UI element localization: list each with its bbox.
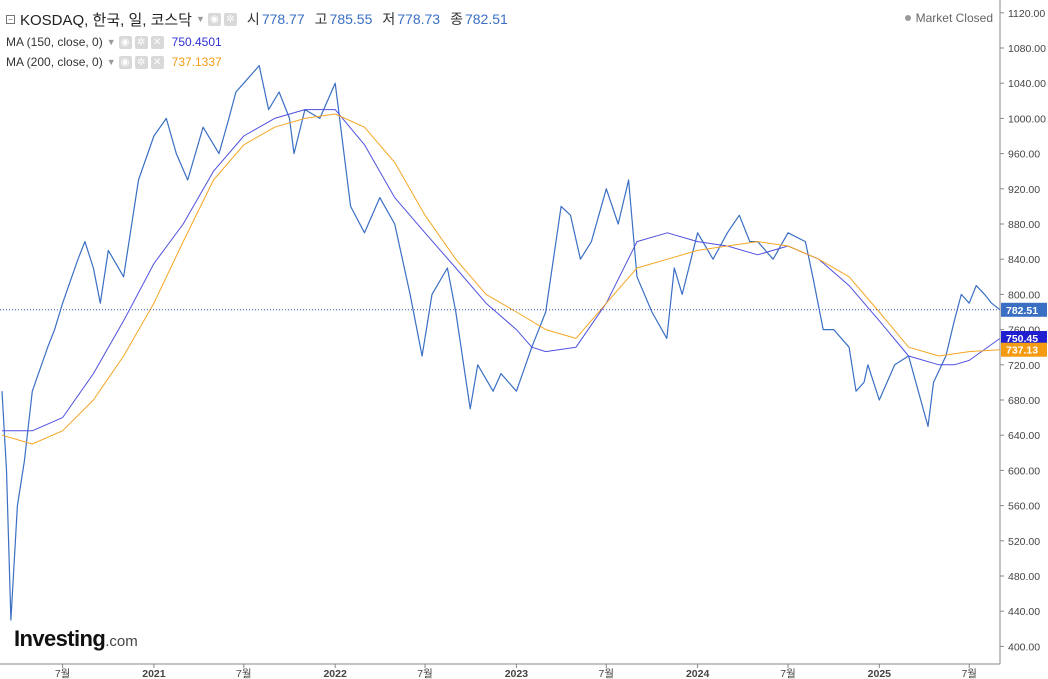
chart-series-layer bbox=[0, 64, 1001, 621]
logo-text: Investing bbox=[14, 626, 106, 651]
y-tick-label: 720.00 bbox=[1008, 360, 1040, 372]
y-tick-label: 1080.00 bbox=[1008, 43, 1046, 55]
low-value: 778.73 bbox=[397, 11, 441, 27]
y-tick-label: 600.00 bbox=[1008, 465, 1040, 477]
chevron-down-icon[interactable]: ▼ bbox=[106, 57, 116, 67]
market-status: Market Closed bbox=[904, 11, 993, 25]
x-tick-label: 7월 bbox=[417, 668, 433, 679]
chevron-down-icon[interactable]: ▼ bbox=[106, 37, 116, 47]
x-tick-label: 7월 bbox=[780, 668, 796, 679]
close-label: 종 bbox=[450, 11, 463, 27]
x-tick-label: 7월 bbox=[961, 668, 977, 679]
x-tick-label: 2022 bbox=[323, 668, 347, 679]
ma150-legend-row: MA (150, close, 0) ▼ ◉ ✲ ✕ 750.4501 bbox=[6, 33, 222, 51]
y-tick-label: 880.00 bbox=[1008, 219, 1040, 231]
open-value: 778.77 bbox=[261, 11, 305, 27]
investing-logo: Investing.com bbox=[14, 626, 138, 652]
close-icon[interactable]: ✕ bbox=[150, 35, 164, 49]
market-status-text: Market Closed bbox=[915, 11, 993, 25]
x-tick-label: 2023 bbox=[505, 668, 529, 679]
y-tick-label: 560.00 bbox=[1008, 501, 1040, 513]
y-tick-label: 400.00 bbox=[1008, 641, 1040, 653]
ma200-legend-row: MA (200, close, 0) ▼ ◉ ✲ ✕ 737.1337 bbox=[6, 53, 222, 71]
ma200-badge bbox=[1001, 342, 1047, 357]
y-tick-label: 960.00 bbox=[1008, 149, 1040, 161]
eye-icon[interactable]: ◉ bbox=[118, 55, 132, 69]
x-tick-label: 7월 bbox=[236, 668, 252, 679]
y-tick-label: 440.00 bbox=[1008, 606, 1040, 618]
ma150-value: 750.4501 bbox=[171, 35, 222, 49]
ma150-badge-label: 750.45 bbox=[1006, 333, 1038, 345]
close-icon[interactable]: ✕ bbox=[150, 55, 164, 69]
open-label: 시 bbox=[246, 11, 260, 27]
ma200-label: MA (200, close, 0) bbox=[6, 55, 103, 69]
ma150-label: MA (150, close, 0) bbox=[6, 35, 103, 49]
chevron-down-icon[interactable]: ▼ bbox=[196, 14, 205, 24]
y-tick-label: 840.00 bbox=[1008, 254, 1040, 266]
gear-icon[interactable]: ✲ bbox=[134, 35, 148, 49]
x-tick-label: 2025 bbox=[868, 668, 892, 679]
ma200-value: 737.1337 bbox=[171, 55, 222, 69]
status-dot-icon bbox=[904, 15, 911, 21]
low-label: 저 bbox=[382, 11, 396, 27]
y-tick-label: 920.00 bbox=[1008, 184, 1040, 196]
gear-icon[interactable]: ✲ bbox=[223, 12, 237, 26]
y-tick-label: 1040.00 bbox=[1008, 78, 1046, 90]
high-value: 785.55 bbox=[329, 11, 373, 27]
gear-icon[interactable]: ✲ bbox=[134, 55, 148, 69]
y-tick-label: 680.00 bbox=[1008, 395, 1040, 407]
ma150-line bbox=[2, 109, 1001, 432]
eye-icon[interactable]: ◉ bbox=[207, 12, 221, 26]
ma200-badge-label: 737.13 bbox=[1006, 345, 1038, 357]
logo-suffix: .com bbox=[105, 633, 138, 650]
last-price-badge bbox=[1001, 302, 1047, 317]
eye-icon[interactable]: ◉ bbox=[118, 35, 132, 49]
price-line bbox=[1, 64, 1001, 621]
y-tick-label: 640.00 bbox=[1008, 430, 1040, 442]
y-tick-label: 1000.00 bbox=[1008, 113, 1046, 125]
ma200-line bbox=[1, 113, 1001, 445]
symbol-title: KOSDAQ, 한국, 일, 코스닥 bbox=[20, 11, 192, 29]
collapse-legend-icon[interactable]: − bbox=[6, 14, 15, 24]
last-price-badge-label: 782.51 bbox=[1006, 305, 1038, 317]
x-tick-label: 2021 bbox=[142, 668, 166, 679]
y-tick-label: 480.00 bbox=[1008, 571, 1040, 583]
ma150-badge bbox=[1001, 331, 1047, 346]
y-tick-label: 520.00 bbox=[1008, 536, 1040, 548]
main-legend-row: − KOSDAQ, 한국, 일, 코스닥 ▼ ◉ ✲ 시 778.77 고 78… bbox=[6, 10, 508, 29]
y-tick-label: 1120.00 bbox=[1008, 8, 1045, 20]
close-value: 782.51 bbox=[464, 11, 508, 27]
x-tick-label: 7월 bbox=[599, 668, 615, 679]
x-tick-label: 7월 bbox=[55, 668, 71, 679]
high-label: 고 bbox=[314, 11, 328, 27]
y-tick-label: 800.00 bbox=[1008, 289, 1040, 301]
x-tick-label: 2024 bbox=[686, 668, 710, 679]
